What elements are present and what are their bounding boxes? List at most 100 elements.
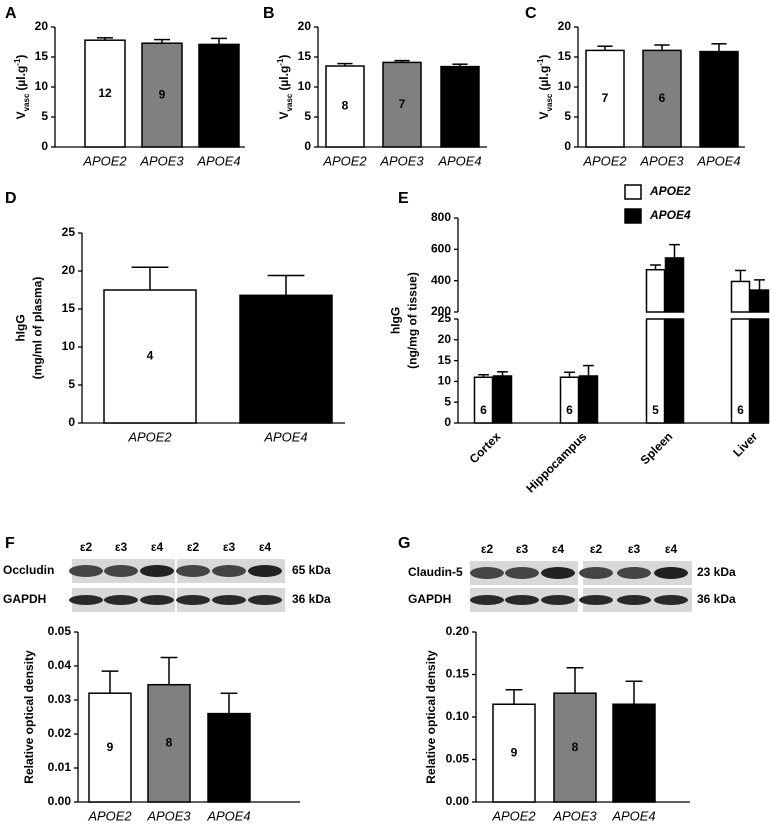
y-tick-label: 5	[41, 109, 48, 123]
n-label: 9	[159, 87, 166, 101]
y-axis-label: Vvasc (µl.g-1)	[276, 55, 294, 120]
blot-band	[470, 567, 504, 579]
blot-band	[617, 595, 651, 605]
y-tick-label: 800	[431, 210, 451, 224]
y-tick-label: 20	[438, 332, 452, 346]
y-tick-label: 10	[438, 374, 452, 388]
panel-letter: D	[5, 190, 17, 207]
y-tick-label: 10	[62, 339, 76, 353]
n-label: 5	[283, 351, 290, 365]
lane-label: ε2	[590, 542, 603, 556]
y-tick-label: 20	[35, 19, 49, 33]
y-axis-label: Vvasc (µl.g-1)	[536, 55, 554, 120]
y-tick-label: 0.03	[48, 692, 72, 706]
y-axis-label: Vvasc (µl.g-1)	[13, 55, 31, 120]
panel-letter: C	[525, 5, 537, 22]
bar	[749, 318, 770, 424]
bar	[492, 703, 536, 803]
n-label: 6	[659, 91, 666, 105]
row-label: GAPDH	[408, 592, 451, 606]
n-label: 6	[585, 403, 592, 417]
x-tick-label: APOE4	[196, 153, 240, 168]
x-tick-label: APOE4	[263, 429, 307, 444]
x-tick-label: APOE3	[639, 153, 684, 168]
y-tick-label: 0.00	[446, 794, 470, 808]
x-tick-label: Spleen	[638, 429, 676, 467]
bar	[198, 43, 240, 148]
y-tick-label: 15	[298, 49, 312, 63]
bar	[699, 50, 739, 148]
y-tick-label: 0.05	[446, 752, 470, 766]
n-label: 9	[511, 745, 518, 759]
y-axis-label-part: )	[537, 55, 551, 59]
n-label: 9	[457, 99, 464, 113]
lane-label: ε4	[259, 540, 272, 554]
panel-letter: F	[5, 535, 15, 552]
x-tick-label: APOE2	[82, 153, 127, 168]
kda-label: 65 kDa	[292, 563, 331, 577]
y-axis-label-part: -1	[13, 58, 22, 66]
y-tick-label: 20	[558, 19, 572, 33]
n-label: 8	[166, 736, 173, 750]
y-tick-label: 25	[438, 311, 452, 325]
x-tick-label: Liver	[730, 429, 760, 459]
n-label: 4	[147, 349, 154, 363]
y-tick-label: 600	[431, 242, 451, 256]
n-label: 8	[342, 99, 349, 113]
n-label: 6	[756, 403, 763, 417]
lane-label: ε2	[187, 540, 200, 554]
bar	[147, 683, 191, 803]
y-axis-label-part: )	[277, 55, 291, 59]
y-tick-label: 0	[68, 415, 75, 429]
y-tick-label: 15	[35, 49, 49, 63]
y-tick-label: 0.01	[48, 760, 72, 774]
y-tick-label: 10	[35, 79, 49, 93]
bar	[88, 692, 132, 803]
lane-label: ε3	[628, 542, 641, 556]
x-tick-label: APOE3	[146, 808, 191, 823]
panel-letter: E	[398, 190, 409, 207]
kda-label: 23 kDa	[697, 565, 736, 579]
panel-letter: G	[398, 535, 410, 552]
blot-band	[69, 595, 103, 605]
lane-label: ε2	[481, 542, 494, 556]
blot-band	[104, 595, 138, 605]
y-axis-label: hIgG	[389, 307, 403, 334]
blot-band	[176, 565, 210, 577]
y-tick-label: 10	[558, 79, 572, 93]
y-axis-label: Relative optical density	[22, 650, 36, 784]
y-tick-label: 20	[298, 19, 312, 33]
y-tick-label: 10	[298, 79, 312, 93]
blot-band	[140, 565, 174, 577]
bar	[325, 65, 365, 148]
legend-label: APOE2	[649, 184, 691, 198]
y-axis-label: hIgG	[14, 314, 28, 341]
blot-band	[104, 565, 138, 577]
y-tick-label: 5	[564, 109, 571, 123]
blot-band	[505, 567, 539, 579]
legend-swatch	[624, 208, 642, 224]
blot-band	[541, 595, 575, 605]
bar	[492, 375, 513, 424]
blot-band	[248, 565, 282, 577]
bar	[440, 65, 480, 148]
y-tick-label: 0.04	[48, 658, 72, 672]
bar	[84, 39, 126, 148]
x-tick-label: APOE2	[87, 808, 132, 823]
lane-label: ε3	[115, 540, 128, 554]
bar	[473, 376, 494, 424]
y-tick-label: 0.10	[446, 709, 470, 723]
x-tick-label: APOE4	[206, 808, 250, 823]
panel-letter: B	[263, 5, 275, 22]
bar	[207, 712, 251, 803]
x-tick-label: APOE2	[582, 153, 627, 168]
blot-band	[212, 595, 246, 605]
y-tick-label: 25	[62, 225, 76, 239]
bar	[664, 318, 685, 424]
row-label: Occludin	[3, 563, 54, 577]
n-label: 6	[566, 403, 573, 417]
bar	[141, 42, 183, 148]
y-axis-label-part: vasc	[545, 93, 554, 111]
y-tick-label: 0.05	[48, 624, 72, 638]
blot-band	[69, 565, 103, 577]
